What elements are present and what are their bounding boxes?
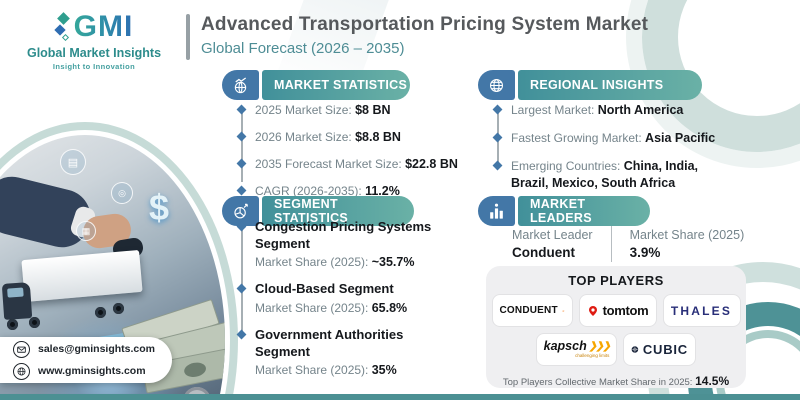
list-connector-line (241, 110, 243, 182)
company-tagline: Insight to Innovation (52, 62, 136, 71)
section-title: REGIONAL INSIGHTS (518, 70, 702, 100)
section-regional-insights-header: REGIONAL INSIGHTS (478, 70, 702, 100)
diamond-bullet-icon (492, 160, 503, 171)
kapsch-arrows-icon: ❯❯❯ (588, 340, 611, 352)
player-card-conduent: CONDUENT (491, 294, 573, 327)
truck-wheel (7, 319, 18, 330)
market-share-column: Market Share (2025) 3.9% (629, 228, 745, 260)
list-item: 2035 Forecast Market Size: $22.8 BN (236, 156, 463, 173)
list-item: CAGR (2026-2035): 11.2% (236, 183, 463, 200)
tomtom-pin-icon (588, 305, 597, 316)
grid-bubble-icon: ▦ (76, 221, 96, 241)
truck-trailer-illustration (21, 249, 143, 303)
diamond-bullet-icon (236, 185, 247, 196)
list-item: Cloud-Based Segment Market Share (2025):… (236, 281, 473, 315)
player-card-kapsch: kapsch ❯❯❯ challenging limits (536, 333, 617, 366)
gmi-logo-diamonds-icon (53, 10, 71, 44)
market-leaders-bars-icon (478, 196, 515, 226)
document-bubble-icon: ▤ (60, 149, 86, 175)
contact-website[interactable]: www.gminsights.com (13, 362, 172, 380)
page-subtitle: Global Forecast (2026 – 2035) (201, 40, 405, 57)
section-market-statistics-header: MARKET STATISTICS (222, 70, 410, 100)
diamond-bullet-icon (492, 132, 503, 143)
contact-email[interactable]: sales@gminsights.com (13, 340, 172, 358)
market-statistics-list: 2025 Market Size: $8 BN 2026 Market Size… (236, 102, 463, 210)
list-item: Fastest Growing Market: Asia Pacific (492, 130, 731, 147)
list-item: 2025 Market Size: $8 BN (236, 102, 463, 119)
title-accent-bar (186, 14, 190, 60)
player-card-cubic: CUBIC (623, 333, 696, 366)
list-item: Government Authorities Segment Market Sh… (236, 327, 473, 377)
header-block: Advanced Transportation Pricing System M… (186, 14, 648, 60)
market-statistics-globe-chart-icon (222, 70, 259, 100)
company-name: Global Market Insights (26, 46, 162, 60)
cubic-emblem-icon (631, 346, 639, 353)
page-title: Advanced Transportation Pricing System M… (201, 14, 649, 35)
truck-cab-illustration (1, 282, 33, 320)
list-item: 2026 Market Size: $8.8 BN (236, 129, 463, 146)
bottom-accent-strip (0, 394, 800, 400)
segment-statistics-list: Congestion Pricing Systems Segment Marke… (236, 219, 473, 389)
truck-wheel (95, 307, 106, 318)
diamond-bullet-icon (236, 104, 247, 115)
section-title: SEGMENT STATISTICS (262, 196, 414, 226)
conduent-logo-icon (562, 309, 565, 312)
top-players-box: TOP PLAYERS CONDUENT tomtom THALES (486, 266, 746, 388)
top-players-title: TOP PLAYERS (568, 273, 664, 288)
gmi-logo[interactable]: GMI Global Market Insights Insight to In… (16, 10, 172, 72)
list-connector-line (241, 228, 243, 338)
segment-statistics-pie-icon (222, 196, 259, 226)
diamond-bullet-icon (492, 104, 503, 115)
market-leaders-content: Market Leader Conduent Market Share (202… (512, 226, 744, 262)
regional-insights-globe-icon (478, 70, 515, 100)
vertical-divider (610, 226, 612, 262)
list-item: Congestion Pricing Systems Segment Marke… (236, 219, 473, 269)
truck-wheel (29, 317, 40, 328)
player-card-thales: THALES (662, 294, 741, 327)
market-leader-column: Market Leader Conduent (512, 228, 593, 260)
target-bubble-icon: ◎ (111, 182, 133, 204)
top-players-footer: Top Players Collective Market Share in 2… (502, 374, 730, 388)
diamond-bullet-icon (236, 283, 247, 294)
section-segment-statistics-header: SEGMENT STATISTICS (222, 196, 414, 226)
section-market-leaders-header: MARKET LEADERS (478, 196, 650, 226)
diamond-bullet-icon (236, 158, 247, 169)
diamond-bullet-icon (236, 221, 247, 232)
list-item: Emerging Countries: China, India, Brazil… (492, 158, 731, 192)
diamond-bullet-icon (236, 329, 247, 340)
contact-card: sales@gminsights.com www.gminsights.com (0, 337, 172, 383)
truck-wheel (113, 303, 124, 314)
section-title: MARKET STATISTICS (262, 70, 410, 100)
player-card-tomtom: tomtom (578, 294, 657, 327)
regional-insights-list: Largest Market: North America Fastest Gr… (492, 102, 731, 203)
list-item: Largest Market: North America (492, 102, 731, 119)
section-title: MARKET LEADERS (518, 196, 650, 226)
email-icon (13, 340, 30, 358)
globe-icon (13, 362, 30, 380)
gmi-logo-text: GMI (73, 10, 134, 43)
diamond-bullet-icon (236, 131, 247, 142)
dollar-sign: $ (149, 187, 170, 228)
